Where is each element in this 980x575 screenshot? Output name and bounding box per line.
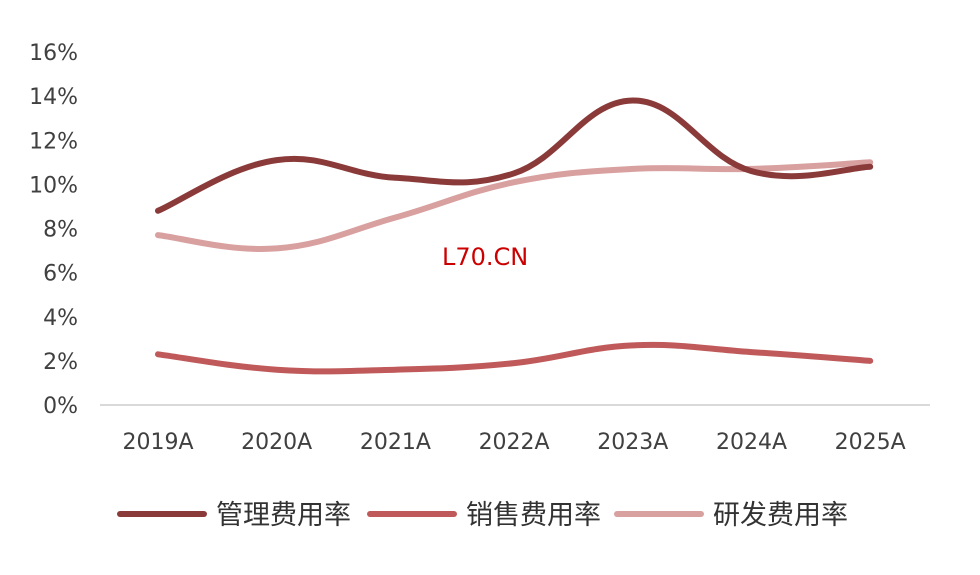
x-tick-label: 2021A [360,430,431,455]
y-tick-label: 8% [43,218,78,243]
y-tick-label: 2% [43,350,78,375]
y-tick-label: 12% [29,129,78,154]
x-tick-label: 2019A [122,430,193,455]
x-tick-label: 2024A [716,430,787,455]
x-axis-ticks: 2019A 2020A 2021A 2022A 2023A 2024A 2025A [122,430,905,455]
y-tick-label: 4% [43,306,78,331]
y-tick-label: 14% [29,85,78,110]
series-lines [155,97,874,375]
y-tick-label: 10% [29,173,78,198]
y-tick-label: 6% [43,262,78,287]
y-tick-label: 0% [43,394,78,419]
series-line-2 [155,341,874,375]
x-tick-label: 2023A [597,430,668,455]
legend-label: 研发费用率 [713,500,848,531]
series-line-1 [155,97,874,214]
x-tick-label: 2020A [241,430,312,455]
legend-label: 管理费用率 [216,500,351,531]
y-axis-ticks: 0% 2% 4% 6% 8% 10% 12% 14% 16% [29,41,78,419]
legend-label: 销售费用率 [466,500,601,531]
y-tick-label: 16% [29,41,78,66]
x-tick-label: 2025A [835,430,906,455]
watermark-annotation: L70.CN [442,243,528,271]
x-tick-label: 2022A [479,430,550,455]
legend: 管理费用率 销售费用率 研发费用率 [117,500,848,531]
